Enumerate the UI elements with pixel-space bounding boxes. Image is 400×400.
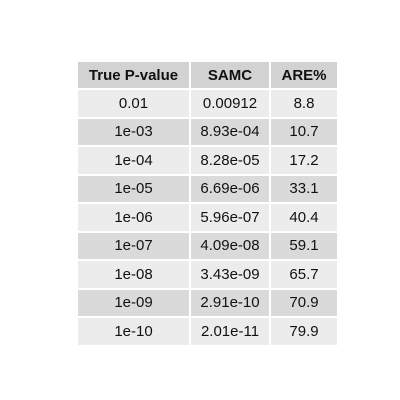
table-row: 1e-08 3.43e-09 65.7 — [78, 261, 337, 288]
cell-samc: 2.91e-10 — [191, 289, 269, 316]
cell-are-percent: 17.2 — [271, 147, 337, 174]
cell-true-p-value: 1e-08 — [78, 261, 189, 288]
column-header-true-p-value: True P-value — [78, 62, 189, 88]
cell-samc: 4.09e-08 — [191, 232, 269, 259]
cell-true-p-value: 0.01 — [78, 90, 189, 117]
column-header-are-percent: ARE% — [271, 62, 337, 88]
table-row: 1e-09 2.91e-10 70.9 — [78, 289, 337, 316]
column-header-samc: SAMC — [191, 62, 269, 88]
cell-are-percent: 65.7 — [271, 261, 337, 288]
cell-are-percent: 8.8 — [271, 90, 337, 117]
cell-samc: 6.69e-06 — [191, 175, 269, 202]
cell-are-percent: 70.9 — [271, 289, 337, 316]
results-table-container: True P-value SAMC ARE% 0.01 0.00912 8.8 … — [76, 60, 341, 347]
table-row: 1e-05 6.69e-06 33.1 — [78, 175, 337, 202]
cell-true-p-value: 1e-06 — [78, 204, 189, 231]
results-table: True P-value SAMC ARE% 0.01 0.00912 8.8 … — [76, 60, 339, 347]
table-row: 1e-03 8.93e-04 10.7 — [78, 118, 337, 145]
table-row: 1e-10 2.01e-11 79.9 — [78, 318, 337, 345]
cell-are-percent: 33.1 — [271, 175, 337, 202]
table-row: 1e-04 8.28e-05 17.2 — [78, 147, 337, 174]
cell-true-p-value: 1e-05 — [78, 175, 189, 202]
cell-true-p-value: 1e-03 — [78, 118, 189, 145]
cell-true-p-value: 1e-10 — [78, 318, 189, 345]
cell-samc: 0.00912 — [191, 90, 269, 117]
table-row: 1e-07 4.09e-08 59.1 — [78, 232, 337, 259]
cell-are-percent: 10.7 — [271, 118, 337, 145]
cell-true-p-value: 1e-04 — [78, 147, 189, 174]
table-row: 0.01 0.00912 8.8 — [78, 90, 337, 117]
header-row: True P-value SAMC ARE% — [78, 62, 337, 88]
cell-are-percent: 79.9 — [271, 318, 337, 345]
cell-samc: 8.28e-05 — [191, 147, 269, 174]
cell-samc: 8.93e-04 — [191, 118, 269, 145]
cell-true-p-value: 1e-07 — [78, 232, 189, 259]
cell-true-p-value: 1e-09 — [78, 289, 189, 316]
table-row: 1e-06 5.96e-07 40.4 — [78, 204, 337, 231]
cell-are-percent: 59.1 — [271, 232, 337, 259]
cell-samc: 3.43e-09 — [191, 261, 269, 288]
cell-samc: 5.96e-07 — [191, 204, 269, 231]
cell-samc: 2.01e-11 — [191, 318, 269, 345]
cell-are-percent: 40.4 — [271, 204, 337, 231]
